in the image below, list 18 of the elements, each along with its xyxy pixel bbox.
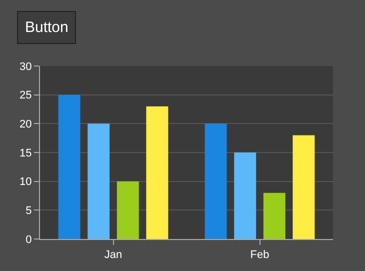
y-tick-label: 5 — [26, 205, 32, 218]
x-tick-label: Jan — [104, 249, 122, 262]
y-tick-label: 0 — [26, 234, 32, 246]
bar — [58, 94, 80, 239]
bar — [263, 192, 286, 239]
bar — [234, 152, 256, 239]
x-tick-label: Feb — [250, 249, 270, 262]
bar — [292, 135, 315, 239]
bar — [116, 181, 139, 239]
text: Button — [25, 19, 68, 36]
y-tick-label: 30 — [20, 60, 32, 73]
y-tick-label: 10 — [20, 176, 32, 188]
bar — [88, 124, 110, 239]
y-tick-label: 15 — [20, 147, 32, 160]
bar — [146, 106, 168, 239]
y-tick-label: 25 — [20, 90, 32, 102]
y-tick-label: 20 — [20, 118, 32, 131]
bar — [204, 124, 227, 239]
